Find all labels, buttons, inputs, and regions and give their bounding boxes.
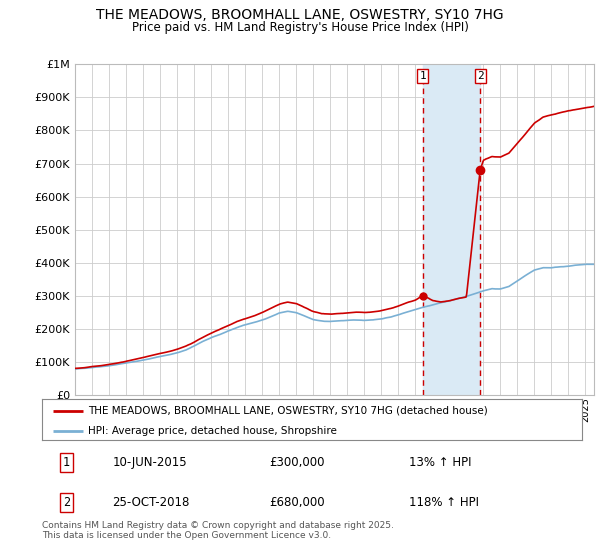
Text: THE MEADOWS, BROOMHALL LANE, OSWESTRY, SY10 7HG: THE MEADOWS, BROOMHALL LANE, OSWESTRY, S…: [96, 8, 504, 22]
Text: 25-OCT-2018: 25-OCT-2018: [112, 496, 190, 510]
Text: 13% ↑ HPI: 13% ↑ HPI: [409, 456, 472, 469]
Bar: [423, 64, 480, 395]
Text: 2: 2: [63, 496, 70, 510]
Text: Price paid vs. HM Land Registry's House Price Index (HPI): Price paid vs. HM Land Registry's House …: [131, 21, 469, 34]
Text: 1: 1: [419, 71, 426, 81]
Text: HPI: Average price, detached house, Shropshire: HPI: Average price, detached house, Shro…: [88, 426, 337, 436]
Text: £680,000: £680,000: [269, 496, 325, 510]
Text: Contains HM Land Registry data © Crown copyright and database right 2025.
This d: Contains HM Land Registry data © Crown c…: [42, 521, 394, 540]
Text: THE MEADOWS, BROOMHALL LANE, OSWESTRY, SY10 7HG (detached house): THE MEADOWS, BROOMHALL LANE, OSWESTRY, S…: [88, 405, 488, 416]
Text: £300,000: £300,000: [269, 456, 325, 469]
Text: 1: 1: [63, 456, 70, 469]
Text: 10-JUN-2015: 10-JUN-2015: [112, 456, 187, 469]
Text: 2: 2: [477, 71, 484, 81]
Text: 118% ↑ HPI: 118% ↑ HPI: [409, 496, 479, 510]
